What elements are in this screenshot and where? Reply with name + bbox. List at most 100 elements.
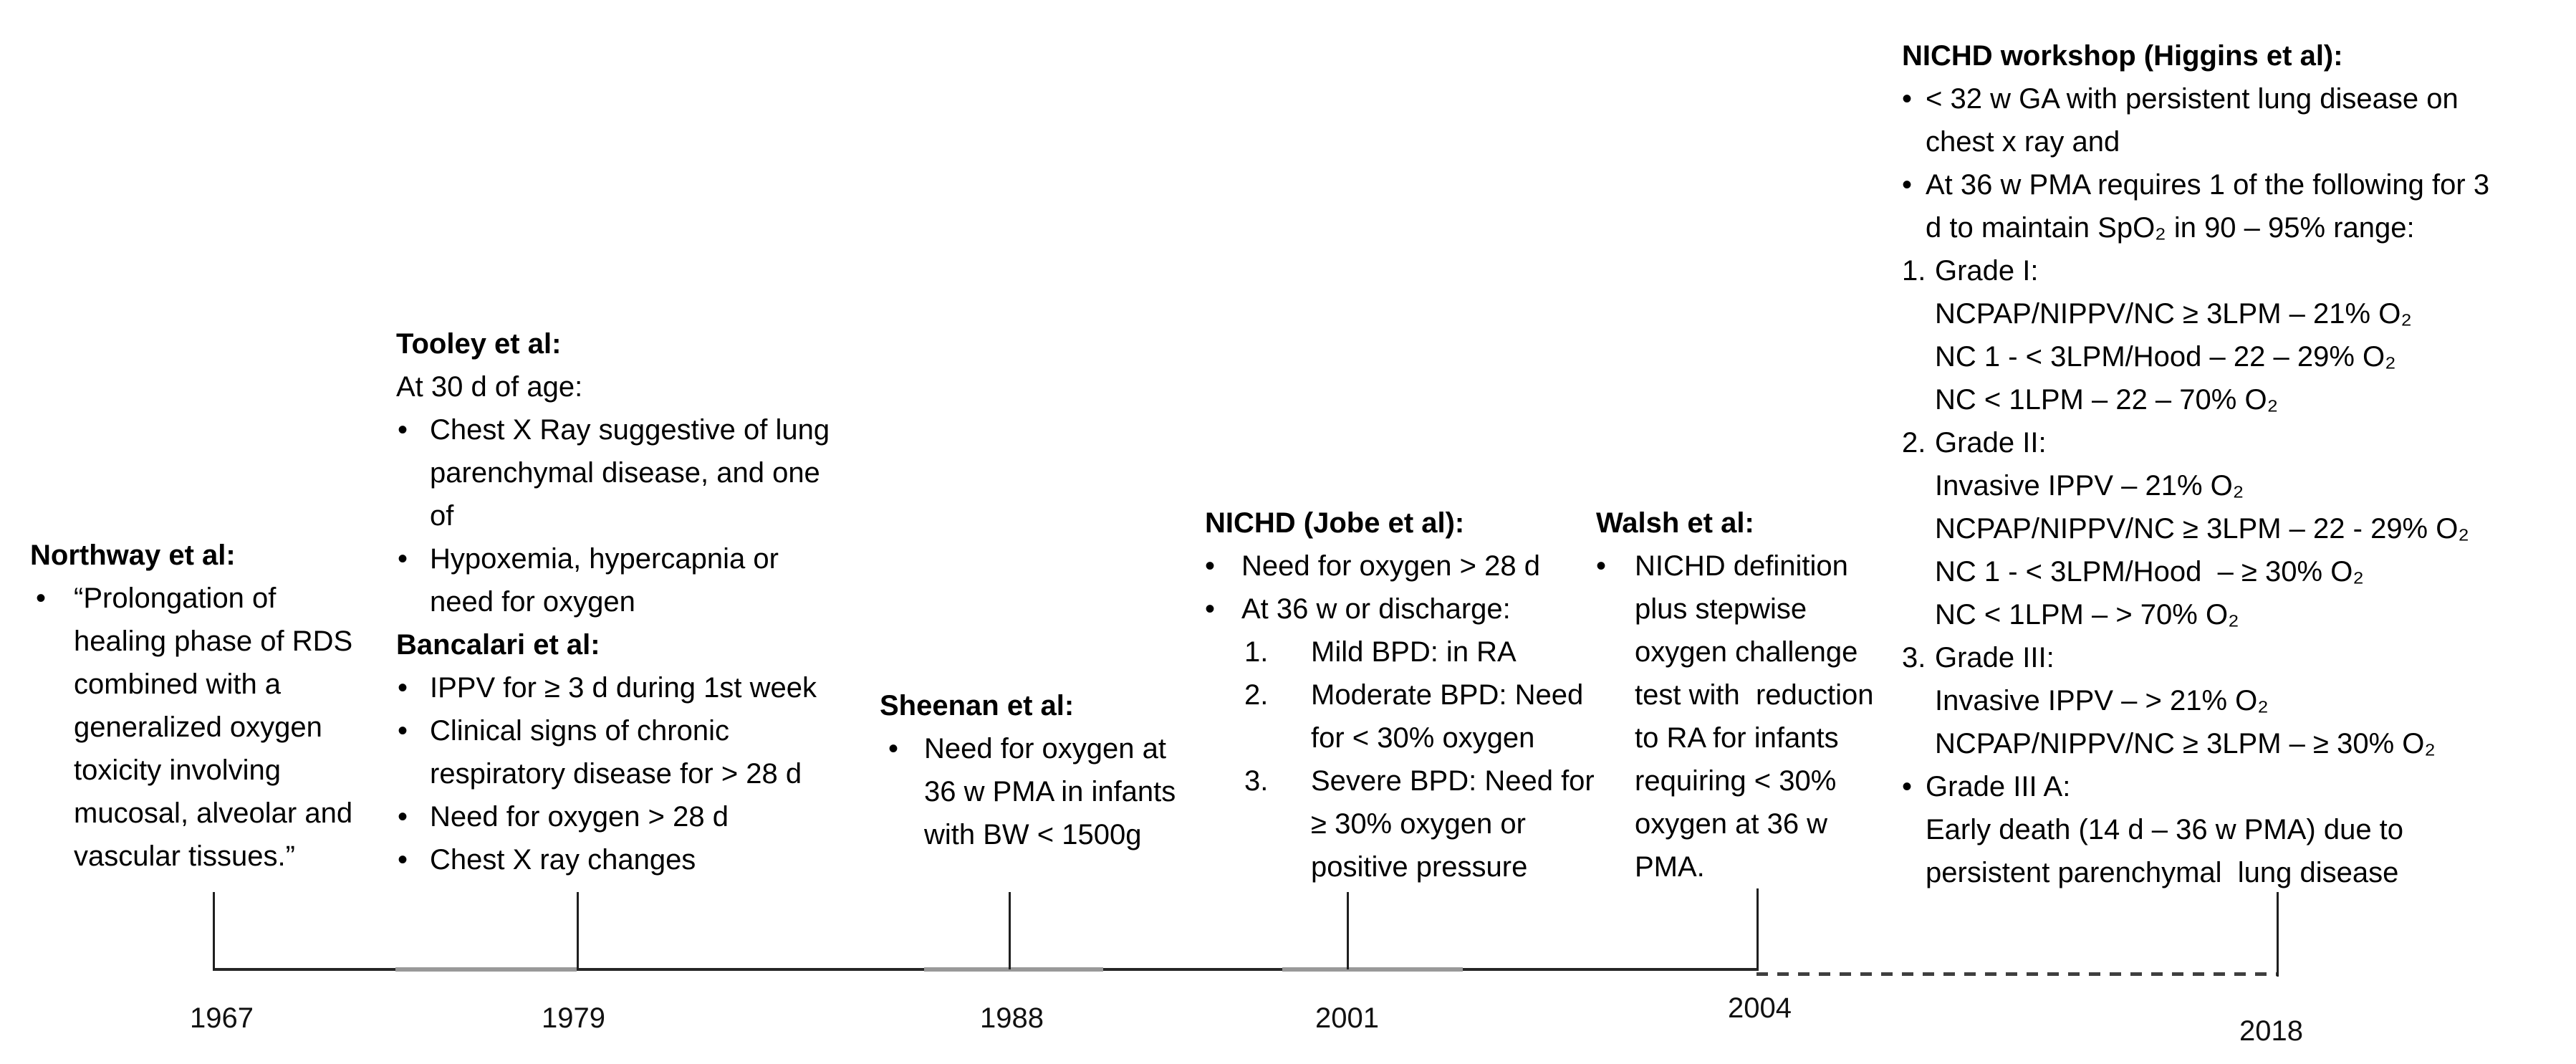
text-line: positive pressure (1311, 851, 1528, 883)
item-lines: Severe BPD: Need for ≥ 30% oxygen or posit… (1311, 759, 1595, 888)
text-line: Grade I: (1935, 255, 2039, 287)
list-item: • < 32 w GA with persistent lung disease … (1902, 77, 2489, 163)
text-line: to RA for infants (1635, 722, 1839, 754)
timeline-axis-gray-segment (1282, 967, 1463, 972)
item-lines: Grade I: NCPAP/NIPPV/NC ≥ 3LPM – 21% O₂ NC… (1935, 249, 2412, 421)
text-line: plus stepwise (1635, 593, 1807, 625)
bullet-marker: • (36, 583, 47, 614)
year-label-2001: 2001 (1315, 1002, 1379, 1034)
definition-block-walsh: Walsh et al: • NICHD definition plus stepwi… (1596, 502, 1874, 888)
bullet-marker: • (1205, 593, 1216, 625)
text-line: Clinical signs of chronic (430, 715, 729, 747)
text-line: NC 1 - < 3LPM/Hood – ≥ 30% O₂ (1935, 556, 2364, 588)
list-item: • Need for oxygen > 28 d (1205, 545, 1595, 588)
list-item: • Hypoxemia, hypercapnia or need for oxyge… (396, 537, 830, 623)
bullet-marker: • (1205, 550, 1216, 582)
text-line: Moderate BPD: Need (1311, 679, 1584, 711)
text-line: Grade II: (1935, 427, 2047, 459)
block-title: Tooley et al: (396, 328, 562, 360)
bullet-marker: • (398, 715, 408, 747)
definition-block-jobe: NICHD (Jobe et al): • Need for oxygen > 28… (1205, 502, 1595, 888)
list-item: • “Prolongation of healing phase of RDS com… (30, 577, 352, 878)
block-title: Walsh et al: (1596, 507, 1754, 539)
list-item: • Chest X Ray suggestive of lung parenchym… (396, 408, 830, 537)
text-line: oxygen at 36 w (1635, 808, 1828, 840)
text-line: NICHD definition (1635, 550, 1848, 582)
text-line: of (430, 500, 454, 532)
timeline-tick-2018 (2277, 892, 2279, 977)
item-lines: Grade II: Invasive IPPV – 21% O₂ NCPAP/NIP… (1935, 421, 2469, 636)
text-line: Severe BPD: Need for (1311, 765, 1595, 797)
block-subtitle: At 30 d of age: (396, 371, 583, 403)
text-line: “Prolongation of (74, 583, 277, 614)
list-item: • At 36 w PMA requires 1 of the following… (1902, 163, 2489, 249)
bullet-marker: • (888, 733, 899, 765)
list-item: • At 36 w or discharge: (1205, 588, 1595, 631)
year-label-1988: 1988 (980, 1002, 1044, 1034)
timeline-tick-1979 (577, 892, 579, 969)
timeline-tick-1988 (1009, 892, 1011, 969)
text-line: Mild BPD: in RA (1311, 636, 1517, 668)
item-lines: Hypoxemia, hypercapnia or need for oxygen (430, 537, 779, 623)
bullet-marker: • (1902, 771, 1913, 802)
item-lines: “Prolongation of healing phase of RDS comb… (74, 577, 352, 878)
definition-block-higgins: NICHD workshop (Higgins et al): • < 32 w G… (1902, 34, 2489, 894)
item-lines: IPPV for ≥ 3 d during 1st week (430, 666, 817, 709)
text-line: 36 w PMA in infants (924, 776, 1176, 807)
item-lines: Moderate BPD: Need for < 30% oxygen (1311, 674, 1583, 759)
text-line: NC < 1LPM – > 70% O₂ (1935, 599, 2239, 631)
block-title: Sheenan et al: (880, 690, 1075, 722)
item-lines: Need for oxygen > 28 d (430, 795, 729, 838)
text-line: Chest X Ray suggestive of lung (430, 414, 830, 446)
text-line: NC < 1LPM – 22 – 70% O₂ (1935, 384, 2279, 416)
text-line: PMA. (1635, 851, 1705, 883)
text-line: parenchymal disease, and one (430, 457, 820, 489)
text-line: requiring < 30% (1635, 765, 1837, 797)
definition-block-bancalari: Bancalari et al: • IPPV for ≥ 3 d during 1… (396, 623, 817, 881)
list-item: 3. Severe BPD: Need for ≥ 30% oxygen or pos… (1205, 759, 1595, 888)
bullet-marker: • (398, 844, 408, 876)
text-line: ≥ 30% oxygen or (1311, 808, 1526, 840)
timeline-axis-gray-segment (924, 967, 1103, 972)
list-item: 3. Grade III: Invasive IPPV – > 21% O₂ NCPA… (1902, 636, 2489, 765)
definition-block-northway: Northway et al: • “Prolongation of healing … (30, 534, 352, 878)
year-label-1967: 1967 (190, 1002, 254, 1034)
timeline-axis-dashed (1756, 972, 2278, 976)
list-item: • NICHD definition plus stepwise oxygen cha… (1596, 545, 1874, 888)
text-line: At 36 w PMA requires 1 of the following … (1926, 169, 2490, 201)
list-item: • Chest X ray changes (396, 838, 817, 881)
block-title: Northway et al: (30, 540, 236, 571)
block-title: Bancalari et al: (396, 629, 600, 661)
list-item: • Grade III A: Early death (14 d – 36 w PM… (1902, 765, 2489, 894)
item-lines: Chest X Ray suggestive of lung parenchyma… (430, 408, 830, 537)
text-line: Hypoxemia, hypercapnia or (430, 543, 779, 575)
item-lines: At 36 w or discharge: (1241, 588, 1511, 631)
text-line: d to maintain SpO₂ in 90 – 95% range: (1926, 212, 2415, 244)
bullet-marker: • (398, 543, 408, 575)
number-marker: 2. (1244, 679, 1269, 711)
item-lines: Need for oxygen > 28 d (1241, 545, 1540, 588)
text-line: healing phase of RDS (74, 626, 353, 657)
text-line: toxicity involving (74, 754, 282, 786)
text-line: need for oxygen (430, 586, 635, 618)
text-line: generalized oxygen (74, 711, 322, 743)
definition-block-tooley: Tooley et al: At 30 d of age: • Chest X Ray… (396, 322, 830, 623)
text-line: with BW < 1500g (924, 819, 1142, 850)
text-line: Need for oxygen > 28 d (1241, 550, 1540, 582)
text-line: Grade III A: (1926, 771, 2071, 802)
item-lines: Grade III A: Early death (14 d – 36 w PMA… (1926, 765, 2403, 894)
item-lines: Grade III: Invasive IPPV – > 21% O₂ NCPAP/… (1935, 636, 2436, 765)
text-line: Need for oxygen > 28 d (430, 801, 729, 833)
text-line: test with reduction (1635, 679, 1874, 711)
number-marker: 2. (1902, 427, 1926, 459)
item-lines: Chest X ray changes (430, 838, 696, 881)
text-line: for < 30% oxygen (1311, 722, 1535, 754)
text-line: NC 1 - < 3LPM/Hood – 22 – 29% O₂ (1935, 341, 2396, 373)
timeline-tick-2001 (1347, 892, 1349, 969)
number-marker: 3. (1902, 642, 1926, 674)
block-title: NICHD workshop (Higgins et al): (1902, 40, 2343, 72)
number-marker: 1. (1902, 255, 1926, 287)
text-line: < 32 w GA with persistent lung disease o… (1926, 83, 2459, 115)
timeline-tick-1967 (213, 892, 215, 969)
